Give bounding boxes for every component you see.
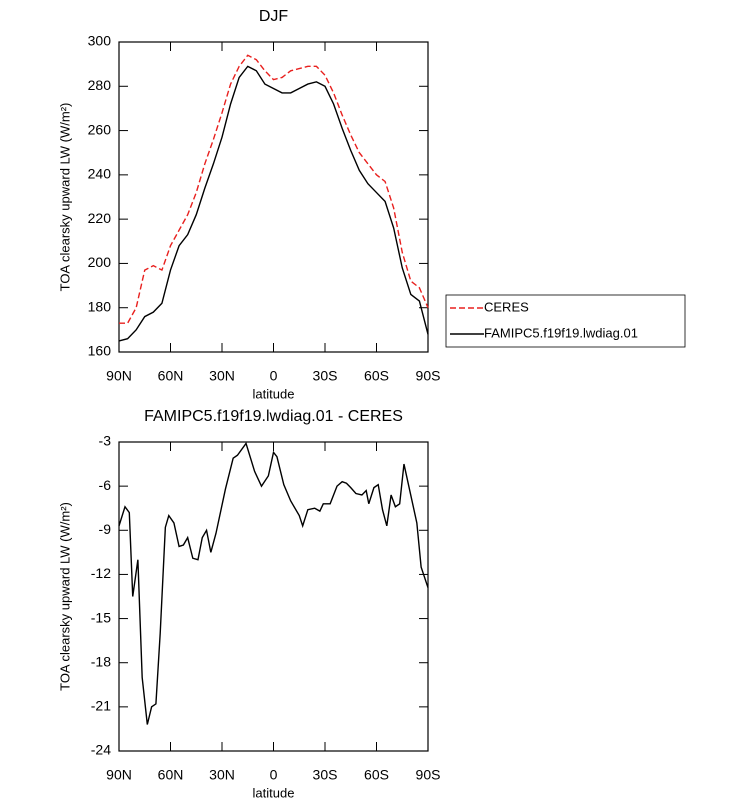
data-line: [119, 54, 429, 324]
data-line: [118, 441, 429, 725]
chart-title: DJF: [259, 8, 289, 25]
y-tick-label: -9: [99, 521, 112, 537]
chart-title: FAMIPC5.f19f19.lwdiag.01 - CERES: [144, 408, 403, 425]
y-axis-label: TOA clearsky upward LW (W/m²): [57, 502, 72, 691]
x-tick-label: 90S: [416, 767, 441, 783]
y-tick-label: 200: [88, 254, 112, 270]
legend-label: CERES: [484, 299, 529, 314]
y-tick-label: -3: [99, 433, 112, 449]
x-tick-label: 30N: [209, 368, 235, 384]
y-tick-label: 240: [88, 166, 112, 182]
x-axis-label: latitude: [253, 785, 295, 800]
x-tick-label: 60S: [364, 767, 389, 783]
x-tick-label: 60S: [364, 368, 389, 384]
y-tick-label: -6: [99, 477, 112, 493]
y-tick-label: -12: [91, 565, 111, 581]
plot-frame: [118, 441, 429, 752]
x-tick-label: 90S: [416, 368, 441, 384]
legend-label: FAMIPC5.f19f19.lwdiag.01: [484, 325, 638, 340]
x-tick-label: 30S: [313, 767, 338, 783]
x-tick-label: 0: [270, 368, 278, 384]
legend-box: [445, 294, 686, 348]
y-tick-label: -21: [91, 698, 111, 714]
y-tick-label: -18: [91, 653, 111, 669]
x-tick-label: 60N: [158, 368, 184, 384]
y-tick-label: 280: [88, 77, 112, 93]
x-tick-label: 90N: [106, 368, 132, 384]
x-tick-label: 30S: [313, 368, 338, 384]
y-tick-label: 180: [88, 298, 112, 314]
y-tick-label: 220: [88, 210, 112, 226]
y-tick-label: -15: [91, 609, 111, 625]
x-tick-label: 30N: [209, 767, 235, 783]
x-tick-label: 0: [270, 767, 278, 783]
data-line: [118, 65, 429, 342]
y-tick-label: 300: [88, 33, 112, 49]
x-tick-label: 60N: [158, 767, 184, 783]
y-tick-label: 260: [88, 121, 112, 137]
y-tick-label: 160: [88, 343, 112, 359]
y-axis-label: TOA clearsky upward LW (W/m²): [57, 103, 72, 292]
y-tick-label: -24: [91, 742, 111, 758]
x-axis-label: latitude: [253, 386, 295, 401]
x-tick-label: 90N: [106, 767, 132, 783]
